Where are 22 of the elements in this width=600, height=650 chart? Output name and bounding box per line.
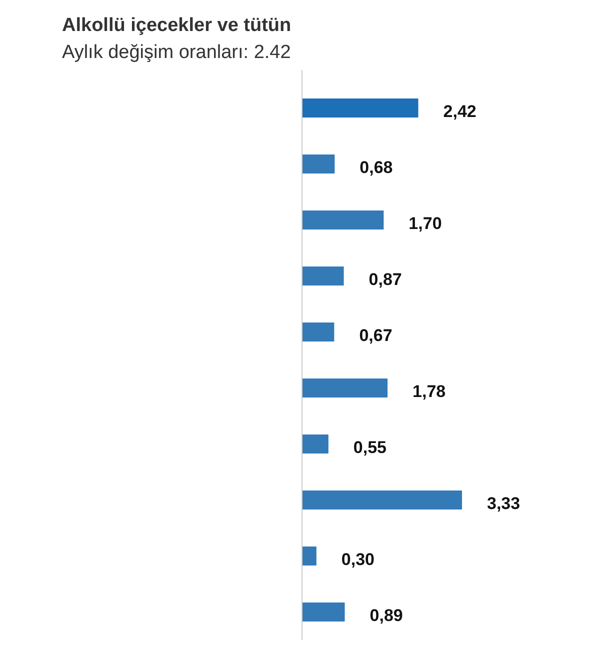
bar — [302, 210, 384, 230]
data-label: 1,78 — [412, 382, 446, 401]
bar — [302, 322, 334, 342]
data-label: 3,33 — [487, 494, 520, 513]
data-label: 2,42 — [443, 102, 476, 121]
data-label: 0,89 — [370, 606, 403, 625]
bar — [302, 378, 388, 398]
bar — [302, 602, 345, 622]
bar — [302, 546, 316, 566]
data-label: 0,68 — [360, 158, 393, 177]
bar — [302, 490, 462, 510]
text: Aylık değişim oranları: 2.42 — [62, 42, 291, 63]
bar — [302, 434, 328, 454]
data-label: 1,70 — [408, 214, 442, 233]
data-label: 0,30 — [341, 550, 375, 569]
bar — [302, 154, 335, 174]
data-label: 0,87 — [368, 270, 402, 289]
bar — [302, 266, 344, 286]
bar — [302, 98, 418, 118]
data-label: 0,67 — [359, 326, 392, 345]
data-label: 0,55 — [353, 438, 387, 457]
text: Alkollü içecekler ve tütün — [62, 15, 292, 36]
